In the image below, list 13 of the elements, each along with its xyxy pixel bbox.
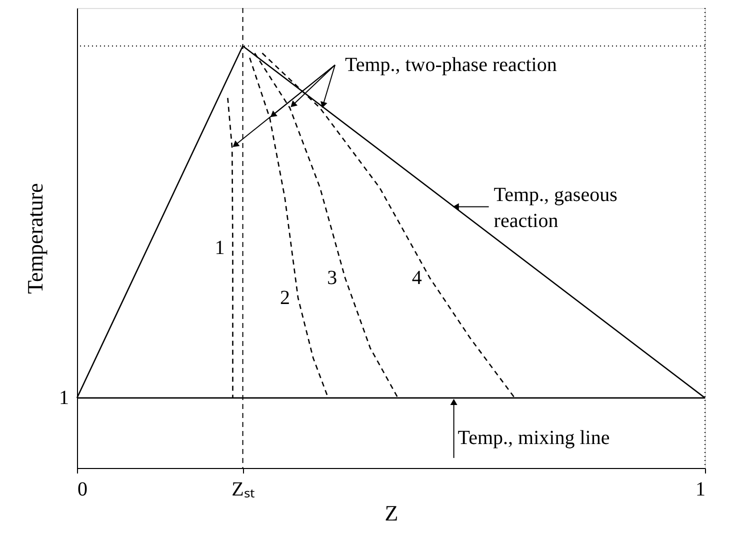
- x-tick-label: 0: [78, 478, 88, 500]
- x-axis-title: Z: [384, 500, 398, 526]
- series-label: 1: [214, 237, 225, 260]
- series-label: 3: [327, 267, 338, 290]
- annotation: Temp., two-phase reaction: [345, 54, 557, 76]
- annotation: Temp., mixing line: [458, 426, 610, 449]
- series-label: 4: [412, 267, 422, 290]
- text: 1: [59, 386, 69, 409]
- annotation: Temp., gaseous reaction: [494, 184, 618, 232]
- y-axis-title: Temperature: [22, 183, 48, 294]
- x-tick-label: 1: [696, 478, 706, 500]
- series-label: 2: [280, 286, 290, 309]
- x-tick-label: Zₛₜ: [232, 478, 255, 500]
